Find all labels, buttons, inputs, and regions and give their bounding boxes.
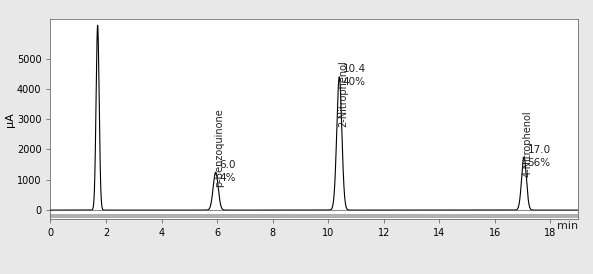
Text: 6.0: 6.0: [219, 160, 235, 170]
Text: 40%: 40%: [343, 77, 366, 87]
Bar: [50, 214, 578, 218]
Text: 10.4: 10.4: [343, 64, 366, 74]
Text: 4-Nitrophenol: 4-Nitrophenol: [522, 111, 533, 177]
Text: 56%: 56%: [527, 158, 550, 168]
Text: 2-Nitrophenol: 2-Nitrophenol: [338, 61, 348, 127]
Text: p-Benzoquinone: p-Benzoquinone: [214, 108, 224, 187]
Text: min: min: [557, 221, 578, 230]
Y-axis label: µA: µA: [5, 112, 15, 127]
Text: 17.0: 17.0: [527, 145, 550, 155]
Text: 4%: 4%: [219, 173, 235, 183]
